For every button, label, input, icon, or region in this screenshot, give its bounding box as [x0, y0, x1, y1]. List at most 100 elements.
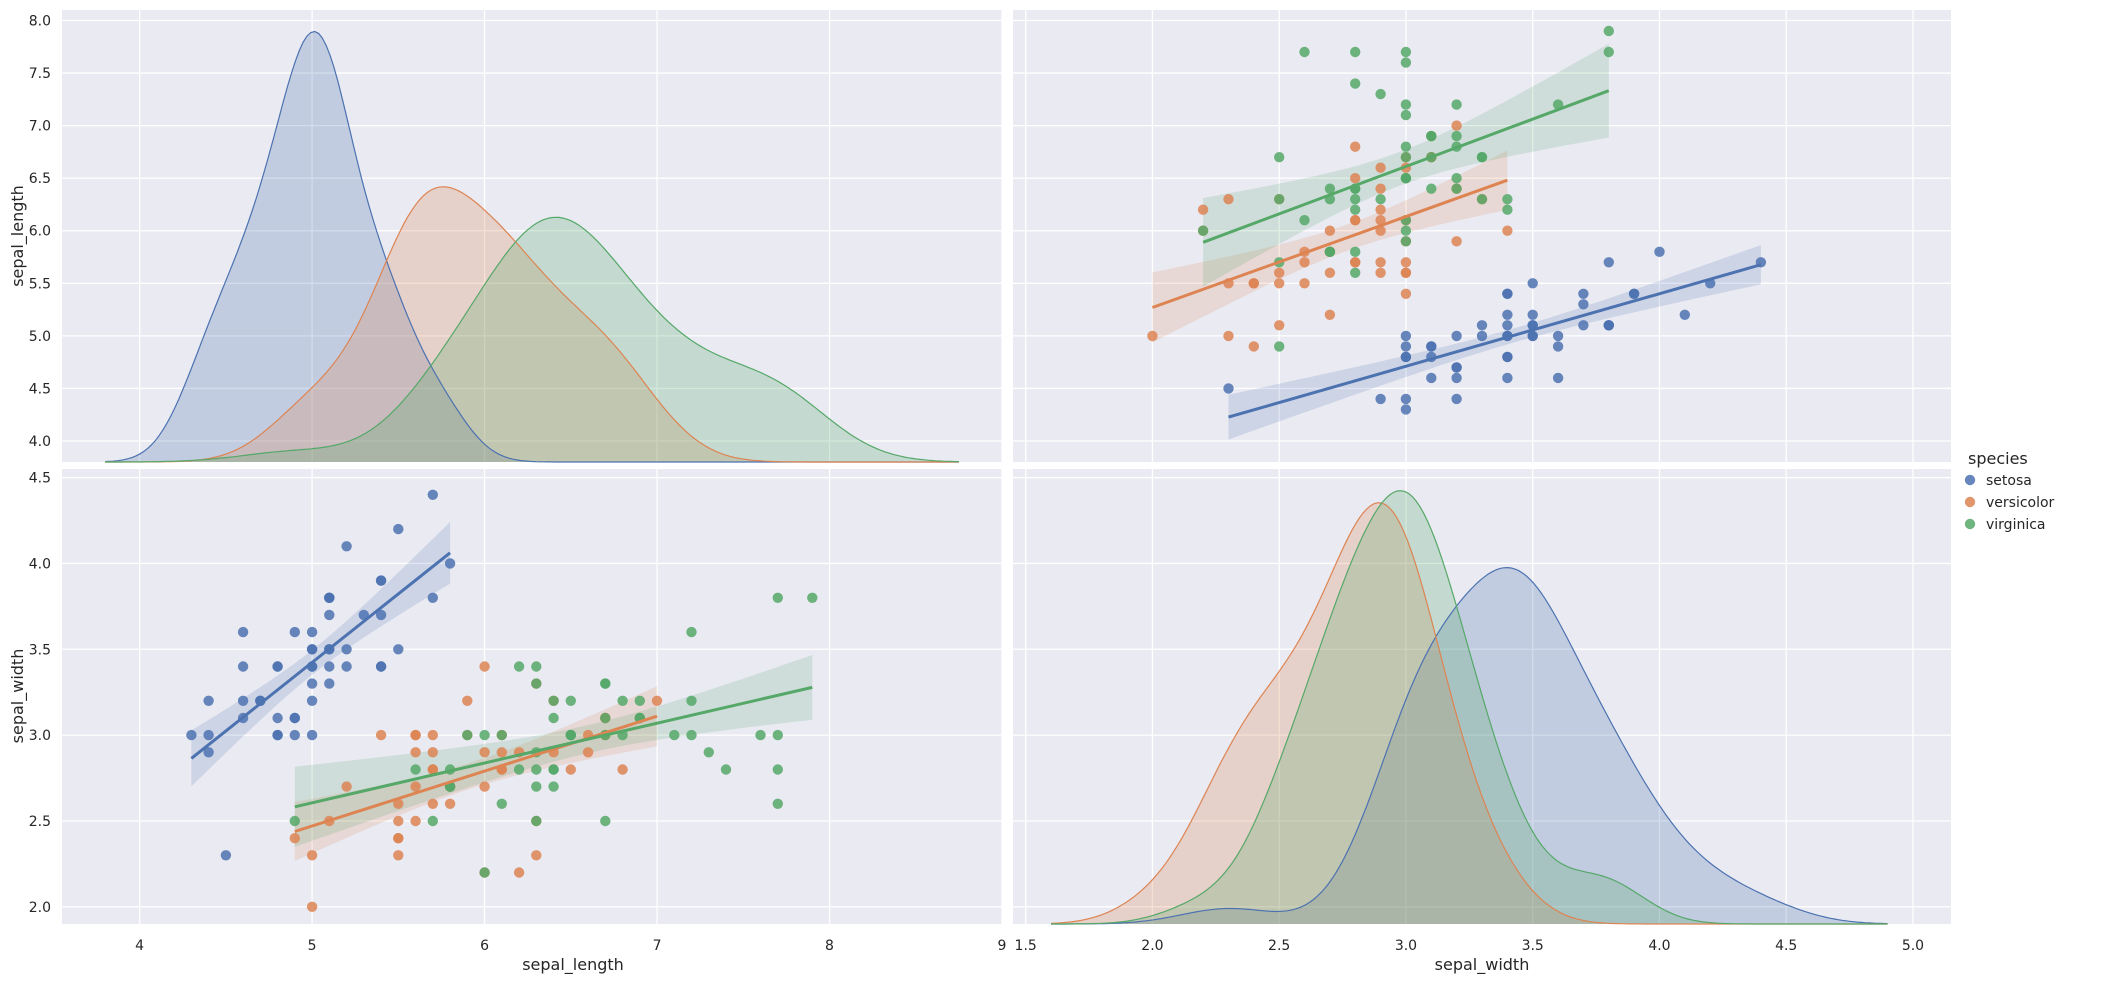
point-virginica	[1603, 25, 1615, 37]
point-versicolor	[1350, 173, 1361, 184]
point-virginica	[669, 729, 680, 741]
point-versicolor	[1248, 278, 1260, 289]
point-virginica	[634, 695, 645, 706]
point-setosa	[1451, 393, 1462, 405]
point-versicolor	[393, 833, 404, 844]
point-versicolor	[1375, 267, 1386, 278]
point-virginica	[720, 764, 732, 775]
point-versicolor	[427, 798, 438, 809]
point-versicolor	[1375, 183, 1386, 194]
point-setosa	[1628, 288, 1640, 299]
point-setosa	[1502, 320, 1513, 331]
point-virginica	[617, 695, 628, 706]
point-virginica	[686, 626, 697, 638]
point-virginica	[1350, 46, 1361, 58]
point-virginica	[531, 678, 542, 689]
point-versicolor	[1502, 225, 1513, 236]
regression-line-virginica	[1202, 89, 1610, 244]
point-setosa	[1476, 320, 1488, 331]
point-versicolor	[1324, 309, 1336, 320]
point-virginica	[1451, 173, 1462, 184]
point-versicolor	[1375, 257, 1386, 268]
point-virginica	[772, 592, 783, 603]
point-virginica	[1350, 194, 1361, 205]
point-versicolor	[1223, 194, 1234, 205]
point-virginica	[1603, 46, 1615, 58]
point-setosa	[306, 626, 318, 638]
point-virginica	[1426, 130, 1437, 142]
point-setosa	[324, 678, 335, 689]
point-virginica	[289, 815, 300, 827]
point-setosa	[1476, 330, 1488, 342]
point-virginica	[1502, 194, 1513, 205]
point-virginica	[772, 729, 783, 741]
point-setosa	[1400, 393, 1412, 405]
point-setosa	[237, 695, 249, 706]
point-setosa	[1578, 299, 1589, 310]
point-virginica	[1400, 236, 1412, 247]
point-setosa	[1400, 351, 1412, 363]
y-tick-label: 8.0	[29, 14, 51, 30]
y-tick-label: 4.5	[29, 471, 51, 487]
y-tick-label: 5.0	[29, 329, 51, 345]
point-versicolor	[1375, 215, 1386, 226]
x-tick-label: 8	[825, 938, 834, 954]
point-versicolor	[479, 781, 490, 792]
y-tick-label: 3.0	[29, 728, 51, 744]
point-setosa	[1552, 330, 1564, 342]
legend-item-virginica: virginica	[1964, 517, 2046, 533]
legend-marker-versicolor	[1964, 496, 1976, 508]
point-virginica	[1324, 183, 1336, 194]
point-virginica	[496, 729, 507, 741]
point-setosa	[341, 541, 352, 552]
legend-marker-virginica	[1964, 518, 1976, 530]
point-versicolor	[496, 747, 507, 758]
point-setosa	[1603, 257, 1615, 268]
point-virginica	[1299, 215, 1310, 226]
panel-bottom-left	[62, 469, 1003, 924]
point-virginica	[427, 815, 438, 827]
point-virginica	[1476, 152, 1488, 163]
kde-fill-setosa	[1051, 567, 1888, 924]
y-tick-label: 2.5	[29, 814, 51, 830]
point-versicolor	[513, 867, 525, 878]
point-setosa	[1375, 393, 1386, 405]
point-setosa	[1426, 341, 1437, 352]
point-virginica	[600, 815, 611, 827]
point-virginica	[565, 729, 576, 741]
x-axis-label-right: sepal_width	[1435, 955, 1530, 975]
point-versicolor	[1248, 341, 1260, 352]
point-virginica	[1375, 194, 1386, 205]
point-setosa	[444, 558, 456, 569]
point-versicolor	[479, 747, 490, 758]
regression-line-versicolor	[294, 714, 658, 833]
x-tick-label: 2.0	[1141, 938, 1163, 954]
point-versicolor	[410, 747, 421, 758]
point-virginica	[496, 798, 507, 809]
y-tick-label: 2.0	[29, 900, 51, 916]
point-virginica	[686, 729, 697, 741]
point-setosa	[272, 661, 283, 672]
point-versicolor	[1299, 257, 1310, 268]
point-virginica	[1197, 225, 1209, 236]
point-setosa	[1578, 288, 1589, 299]
y-tick-label: 6.0	[29, 224, 51, 240]
point-virginica	[513, 661, 525, 672]
point-versicolor	[1324, 267, 1336, 278]
point-versicolor	[1350, 215, 1361, 226]
x-axis-ticks-sepal-length: 4 5 6 7 8 9	[135, 938, 1006, 954]
point-setosa	[427, 489, 438, 500]
point-virginica	[1350, 246, 1361, 257]
point-versicolor	[1451, 236, 1462, 247]
point-virginica	[1400, 109, 1412, 121]
point-setosa	[375, 575, 387, 586]
point-versicolor	[444, 798, 456, 809]
point-virginica	[600, 712, 611, 724]
kde-fill-versicolor	[105, 186, 959, 463]
panel-bottom-left-background	[62, 469, 1002, 924]
panel-top-left-background	[62, 10, 1002, 462]
point-setosa	[306, 644, 318, 655]
point-virginica	[531, 781, 542, 792]
point-virginica	[1400, 173, 1412, 184]
point-versicolor	[1324, 225, 1336, 236]
